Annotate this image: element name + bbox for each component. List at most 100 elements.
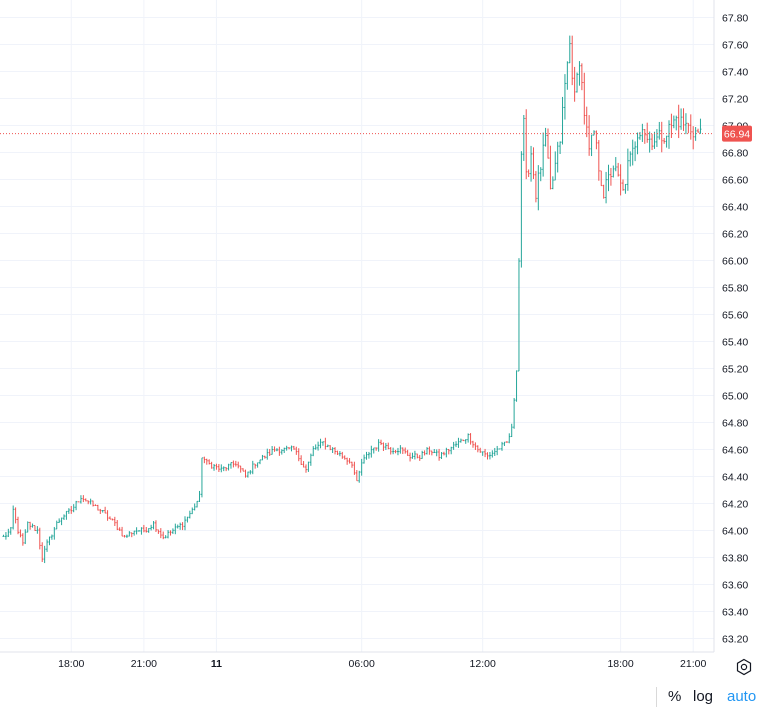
ohlc-bar — [641, 123, 644, 142]
ohlc-bar — [513, 398, 516, 429]
ohlc-bar — [471, 440, 474, 448]
ohlc-bar — [9, 527, 12, 535]
ohlc-bar — [283, 447, 286, 454]
ohlc-bar — [547, 128, 549, 159]
y-tick-label: 65.80 — [722, 283, 748, 295]
x-tick-label: 18:00 — [607, 658, 633, 670]
ohlc-bar — [268, 449, 271, 457]
auto-scale-toggle[interactable]: auto — [727, 688, 757, 705]
ohlc-bar — [360, 458, 363, 476]
log-scale-toggle[interactable]: log — [693, 688, 714, 705]
ohlc-bar — [321, 441, 324, 446]
ohlc-bar — [17, 516, 20, 535]
ohlc-bar — [634, 141, 637, 162]
ohlc-bar — [643, 129, 646, 144]
ohlc-bar — [440, 452, 443, 459]
ohlc-bar — [147, 527, 150, 533]
ohlc-bar — [370, 445, 373, 458]
ohlc-bar — [377, 439, 380, 452]
y-tick-label: 66.00 — [722, 256, 748, 268]
ohlc-bar — [438, 448, 441, 461]
ohlc-bar — [409, 452, 412, 462]
ohlc-bar — [70, 505, 73, 514]
ohlc-bar — [382, 442, 385, 452]
ohlc-bar — [152, 521, 155, 530]
ohlc-bar — [646, 122, 649, 143]
ohlc-bar — [138, 530, 141, 532]
ohlc-bar — [239, 465, 242, 473]
ohlc-bar — [63, 514, 65, 521]
ohlc-bar — [624, 183, 627, 194]
settings-gear-icon[interactable] — [734, 657, 754, 677]
x-axis-labels[interactable]: 18:00 21:00 11 06:00 12:00 18:00 21:00 — [58, 658, 706, 670]
ohlc-bar — [159, 528, 162, 539]
ohlc-bar — [4, 532, 7, 540]
ohlc-bar — [273, 446, 276, 452]
ohlc-bar — [150, 524, 153, 531]
ohlc-bar — [334, 447, 337, 455]
ohlc-bar — [614, 157, 617, 172]
ohlc-bar — [365, 451, 368, 460]
ohlc-bar — [113, 516, 116, 526]
ohlc-bar — [58, 518, 61, 524]
ohlc-bar — [41, 542, 44, 562]
ohlc-bar — [416, 453, 419, 459]
ohlc-bar — [421, 450, 424, 459]
y-tick-label: 66.80 — [722, 148, 748, 160]
ohlc-bar — [50, 534, 53, 540]
ohlc-bar — [491, 450, 494, 458]
ohlc-bar — [467, 433, 470, 443]
y-tick-label: 67.40 — [722, 67, 748, 79]
ohlc-bar — [19, 529, 22, 538]
ohlc-bar — [324, 437, 327, 450]
ohlc-bar — [36, 526, 39, 534]
ohlc-bar — [672, 115, 675, 129]
x-tick-label: 11 — [211, 658, 222, 670]
ohlc-bar — [193, 503, 196, 511]
ohlc-bar — [525, 109, 528, 180]
ohlc-bar — [457, 437, 460, 448]
ohlc-bar — [130, 532, 133, 538]
ohlc-bar — [580, 63, 583, 91]
ohlc-bar — [96, 504, 99, 511]
ohlc-bar — [452, 441, 455, 450]
ohlc-bar — [651, 133, 654, 151]
ohlc-bar — [338, 451, 341, 457]
price-chart[interactable]: 63.20 63.40 63.60 63.80 64.00 64.20 64.40 64.60… — [0, 0, 766, 682]
y-axis-labels[interactable]: 63.20 63.40 63.60 63.80 64.00 64.20 64.40 64.60… — [722, 13, 748, 646]
y-tick-label: 67.60 — [722, 40, 748, 52]
ohlc-bar — [118, 527, 121, 531]
percent-scale-toggle[interactable]: % — [668, 688, 682, 705]
last-price-label: 66.94 — [724, 129, 750, 141]
toolbar-divider — [656, 687, 657, 707]
ohlc-bar — [171, 528, 174, 534]
ohlc-bar — [612, 165, 615, 178]
ohlc-bar — [232, 460, 235, 468]
ohlc-bar — [99, 508, 102, 515]
ohlc-bar — [561, 96, 564, 145]
ohlc-bar — [176, 524, 179, 529]
ohlc-bar — [682, 108, 685, 131]
ohlc-bar — [46, 539, 49, 552]
ohlc-bar — [363, 454, 366, 464]
ohlc-bar — [271, 446, 274, 455]
ohlc-bar — [474, 442, 477, 450]
chart-grid — [0, 0, 714, 652]
ohlc-bar — [597, 140, 600, 181]
ohlc-bar — [125, 534, 128, 538]
ohlc-bar — [675, 115, 678, 131]
ohlc-bar — [617, 162, 620, 177]
ohlc-bar — [631, 139, 634, 166]
ohlc-bar — [445, 447, 448, 458]
ohlc-bar — [355, 470, 358, 482]
chart-bottom-toolbar: % log auto — [0, 682, 766, 710]
ohlc-bar — [469, 433, 472, 445]
ohlc-bar — [128, 531, 131, 537]
ohlc-bar — [7, 528, 10, 538]
ohlc-bar — [532, 147, 535, 180]
ohlc-bar — [394, 449, 397, 454]
ohlc-bar — [295, 446, 298, 455]
ohlc-bar — [336, 450, 339, 455]
ohlc-bar — [326, 444, 329, 448]
ohlc-bar — [82, 495, 85, 503]
